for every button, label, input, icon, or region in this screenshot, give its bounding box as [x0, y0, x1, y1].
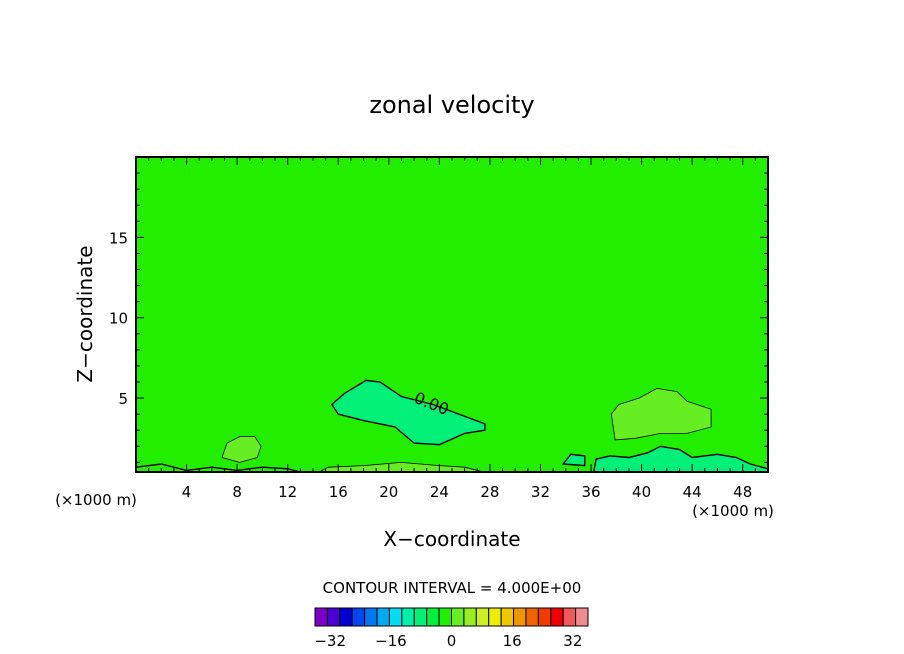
x-unit-right: (×1000 m) — [692, 502, 774, 520]
x-axis-label: X−coordinate — [383, 527, 520, 551]
colorbar-swatch — [463, 607, 477, 627]
colorbar-swatch — [475, 607, 490, 627]
contour-region-5 — [319, 462, 484, 472]
contour-regions — [222, 380, 768, 472]
x-tick-label: 24 — [430, 483, 449, 501]
contour-line-1 — [330, 379, 486, 446]
y-tick-label: 10 — [109, 310, 128, 328]
contour-region-1 — [331, 380, 485, 445]
contour-line-6 — [561, 453, 586, 467]
colorbar-swatch — [513, 607, 527, 627]
chart-title: zonal velocity — [369, 91, 534, 119]
colorbar-tick-label: −16 — [375, 632, 407, 650]
x-tick-label: 8 — [232, 483, 242, 501]
colorbar-swatch — [550, 607, 564, 627]
colorbar-swatch — [339, 607, 353, 627]
contour-region-6 — [563, 454, 585, 466]
contour-region-4 — [593, 446, 768, 472]
x-tick-label: 4 — [182, 483, 192, 501]
x-tick-label: 44 — [683, 483, 702, 501]
x-axis-ticks: 4 8 12 16 20 24 28 32 36 40 44 48 — [148, 157, 756, 501]
colorbar-swatch — [351, 607, 366, 627]
contour-interval-text: CONTOUR INTERVAL = 4.000E+00 — [323, 579, 582, 597]
colorbar-swatch — [438, 607, 453, 627]
y-axis-label: Z−coordinate — [73, 245, 97, 382]
colorbar-swatch — [562, 607, 577, 627]
y-axis-ticks: 5 10 15 — [109, 172, 768, 463]
x-tick-label: 28 — [480, 483, 499, 501]
x-tick-label: 48 — [733, 483, 752, 501]
colorbar-swatch — [413, 607, 428, 627]
x-tick-label: 40 — [632, 483, 651, 501]
colorbar-swatch — [525, 607, 539, 627]
contour-line-3 — [221, 436, 262, 463]
contour-region-3 — [222, 436, 262, 463]
contour-line-4 — [592, 445, 769, 473]
colorbar-tick-label: 32 — [563, 632, 582, 650]
x-tick-label: 36 — [581, 483, 600, 501]
colorbar-swatch — [326, 607, 341, 627]
colorbar-swatch — [575, 607, 589, 627]
colorbar-swatch — [364, 607, 378, 627]
colorbar-swatch — [401, 607, 415, 627]
colorbar-swatch — [388, 607, 403, 627]
x-tick-label: 20 — [379, 483, 398, 501]
colorbar-swatch — [426, 607, 440, 627]
x-tick-label: 32 — [531, 483, 550, 501]
colorbar-swatch — [488, 607, 502, 627]
colorbar-swatch — [500, 607, 515, 627]
colorbar-tick-label: −32 — [314, 632, 346, 650]
x-tick-label: 12 — [278, 483, 297, 501]
colorbar-swatch — [376, 607, 390, 627]
colorbar-swatch — [314, 607, 328, 627]
y-tick-label: 5 — [118, 390, 128, 408]
x-tick-label: 16 — [329, 483, 348, 501]
y-tick-label: 15 — [109, 229, 128, 247]
colorbar-swatch — [451, 607, 465, 627]
colorbar-tick-label: 0 — [447, 632, 457, 650]
contour-lines — [135, 379, 769, 473]
contour-region-2 — [611, 388, 712, 440]
colorbar-swatch — [537, 607, 552, 627]
colorbar: −32 −16 0 16 32 — [314, 607, 589, 650]
contour-line-2 — [610, 387, 712, 441]
colorbar-tick-label: 16 — [503, 632, 522, 650]
x-unit-left: (×1000 m) — [55, 491, 137, 509]
